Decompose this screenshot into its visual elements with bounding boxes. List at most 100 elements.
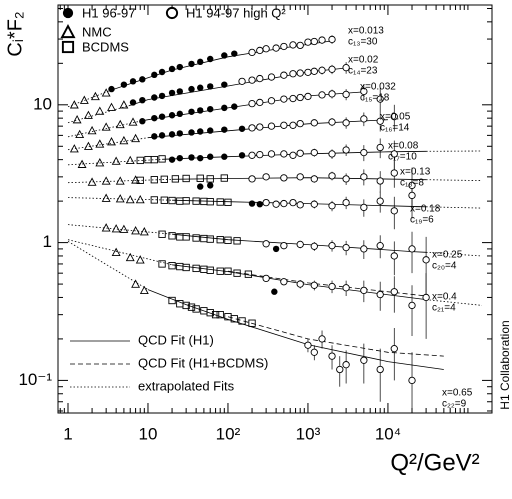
marker xyxy=(296,201,304,209)
marker xyxy=(136,176,144,184)
x-tick-label: 10² xyxy=(216,424,241,443)
marker xyxy=(176,154,184,162)
bin-scale: c₂₁=4 xyxy=(432,303,456,314)
marker xyxy=(390,344,398,353)
marker xyxy=(216,311,224,319)
marker xyxy=(342,146,350,154)
marker xyxy=(360,87,368,96)
marker xyxy=(328,242,336,250)
marker xyxy=(115,194,125,203)
marker xyxy=(158,230,166,238)
marker xyxy=(158,132,166,139)
marker xyxy=(168,262,176,270)
marker xyxy=(296,240,304,249)
marker xyxy=(262,173,270,181)
legend-entry: H1 94-97 high Q² xyxy=(165,5,286,20)
marker xyxy=(248,99,256,108)
marker xyxy=(83,110,93,119)
marker xyxy=(422,256,430,264)
marker xyxy=(182,197,190,205)
marker xyxy=(342,175,350,183)
bin-scale: c₁₈=8 xyxy=(400,178,424,189)
legend-entry: NMC xyxy=(60,24,112,39)
bin-label: x=0.4 xyxy=(432,292,457,303)
marker xyxy=(119,224,129,233)
bin-label: x=0.25 xyxy=(432,250,463,261)
marker xyxy=(176,110,184,118)
marker xyxy=(328,352,336,360)
marker xyxy=(79,95,89,104)
marker xyxy=(230,315,238,323)
marker xyxy=(168,196,176,205)
bin-scale: c₁₅=18 xyxy=(360,93,390,104)
fit-curve xyxy=(67,178,483,184)
bin-scale: c₁₃=30 xyxy=(348,37,378,48)
marker xyxy=(125,155,135,165)
bin-label: x=0.18 xyxy=(410,204,441,215)
marker xyxy=(360,356,368,364)
marker xyxy=(233,237,241,245)
x-tick-label: 10 xyxy=(139,424,158,443)
marker xyxy=(135,255,145,264)
marker xyxy=(90,91,100,101)
marker xyxy=(151,133,158,140)
marker xyxy=(115,176,125,185)
marker xyxy=(280,278,288,286)
marker xyxy=(408,191,416,200)
bin-label: x=0.05 xyxy=(380,112,411,123)
marker xyxy=(197,58,204,66)
marker xyxy=(390,288,398,296)
fit-curve xyxy=(67,89,112,108)
marker xyxy=(318,335,326,343)
marker xyxy=(221,52,228,59)
marker xyxy=(408,376,416,385)
marker xyxy=(262,45,270,53)
marker xyxy=(342,119,350,127)
x-tick-label: 10³ xyxy=(296,424,321,443)
marker xyxy=(272,200,280,208)
marker xyxy=(328,202,336,210)
marker xyxy=(408,181,416,190)
marker xyxy=(318,66,326,74)
marker xyxy=(168,232,176,240)
marker xyxy=(107,137,116,146)
legend-entry: QCD Fit (H1+BCDMS) xyxy=(70,355,268,370)
marker xyxy=(310,67,318,75)
marker xyxy=(328,35,336,44)
marker xyxy=(408,245,416,253)
marker xyxy=(280,95,288,103)
marker xyxy=(296,93,304,102)
marker xyxy=(197,154,204,162)
marker xyxy=(168,131,176,138)
bin-scale: c₂₀=4 xyxy=(432,261,457,272)
marker xyxy=(115,119,125,129)
marker xyxy=(296,119,304,128)
legend-label: BCDMS xyxy=(82,39,129,54)
collaboration-note: H1 Collaboration xyxy=(498,320,512,409)
marker xyxy=(111,247,121,256)
marker xyxy=(310,281,318,289)
marker xyxy=(111,156,121,165)
marker xyxy=(101,193,111,202)
marker xyxy=(120,81,128,88)
marker xyxy=(296,173,304,181)
marker xyxy=(207,105,214,113)
marker xyxy=(267,73,276,81)
marker xyxy=(390,150,398,158)
marker xyxy=(238,77,246,85)
marker xyxy=(77,159,87,168)
marker xyxy=(376,177,384,185)
marker xyxy=(136,156,144,165)
marker xyxy=(160,175,168,183)
marker xyxy=(238,125,246,132)
fit-curve xyxy=(67,120,141,138)
marker xyxy=(224,267,232,275)
marker xyxy=(220,174,228,182)
marker xyxy=(139,118,146,125)
legend-label: QCD Fit (H1+BCDMS) xyxy=(138,355,268,370)
marker xyxy=(304,92,312,101)
marker xyxy=(280,71,288,79)
marker xyxy=(328,172,336,180)
legend-label: H1 96-97 xyxy=(82,5,135,20)
